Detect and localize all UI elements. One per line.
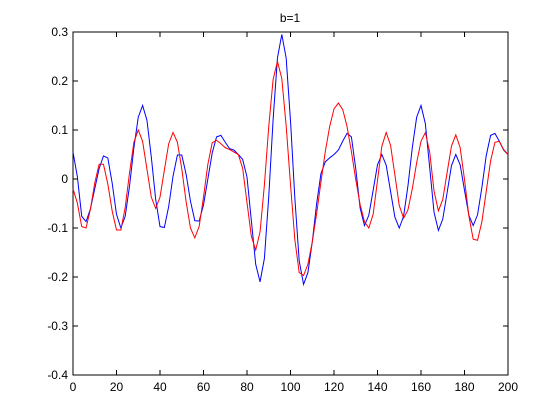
x-tick-label: 20 (110, 380, 124, 394)
axes-box (72, 31, 509, 376)
y-tick-label: -0.2 (47, 270, 68, 284)
x-tick-label: 140 (367, 380, 387, 394)
x-tick-label: 200 (498, 380, 518, 394)
y-tick-label: 0.1 (51, 123, 68, 137)
x-tick-label: 120 (324, 380, 344, 394)
x-tick-label: 160 (411, 380, 431, 394)
y-tick-label: -0.3 (47, 319, 68, 333)
y-tick-label: 0.3 (51, 25, 68, 39)
x-tick-label: 40 (153, 380, 167, 394)
x-tick-label: 100 (280, 380, 300, 394)
chart-title: b=1 (280, 11, 301, 25)
data-line (72, 34, 509, 287)
y-tick-label: -0.1 (47, 221, 68, 235)
x-tick-label: 80 (240, 380, 254, 394)
x-tick-label: 60 (197, 380, 211, 394)
y-tick-label: 0.2 (51, 74, 68, 88)
y-tick-label: -0.4 (47, 368, 68, 382)
x-tick-label: 0 (70, 380, 77, 394)
x-tick-label: 180 (454, 380, 474, 394)
data-line (72, 61, 509, 277)
y-tick-label: 0 (61, 172, 68, 186)
